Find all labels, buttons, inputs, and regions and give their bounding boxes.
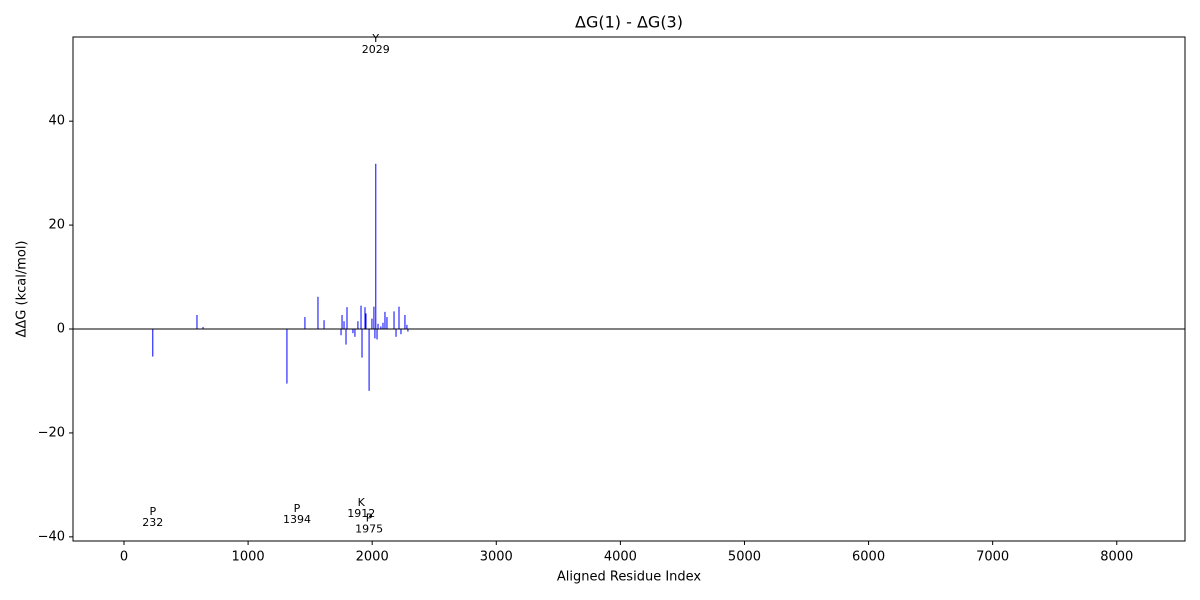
bar bbox=[371, 318, 373, 330]
x-tick-label: 1000 bbox=[232, 550, 265, 565]
y-axis-label: ΔΔG (kcal/mol) bbox=[15, 241, 30, 338]
bar bbox=[400, 329, 402, 335]
bar bbox=[346, 307, 348, 330]
bar bbox=[345, 329, 347, 345]
annotation: Y bbox=[371, 32, 379, 45]
bar bbox=[196, 314, 198, 330]
bar bbox=[393, 311, 395, 330]
bar bbox=[364, 307, 366, 330]
bar bbox=[380, 326, 382, 330]
bar bbox=[395, 329, 397, 337]
bar bbox=[341, 314, 343, 330]
bar bbox=[406, 324, 408, 330]
y-tick-label: −20 bbox=[38, 425, 65, 440]
bar bbox=[377, 323, 379, 330]
bar bbox=[374, 329, 376, 339]
bar bbox=[354, 329, 356, 337]
bar bbox=[407, 329, 409, 332]
bar bbox=[323, 320, 325, 330]
x-tick-label: 5000 bbox=[728, 550, 761, 565]
bar bbox=[386, 317, 388, 330]
bar bbox=[343, 321, 345, 330]
y-tick-label: 40 bbox=[48, 114, 65, 129]
annotation: 232 bbox=[142, 516, 163, 529]
bar bbox=[373, 306, 375, 330]
bar bbox=[384, 311, 386, 330]
x-tick-label: 3000 bbox=[480, 550, 513, 565]
bar bbox=[365, 313, 367, 330]
bar bbox=[340, 329, 342, 336]
chart-title: ΔG(1) - ΔG(3) bbox=[575, 13, 683, 32]
annotation: K bbox=[358, 496, 366, 509]
annotation: 2029 bbox=[362, 43, 390, 56]
bar bbox=[398, 306, 400, 330]
annotation: 1394 bbox=[283, 513, 311, 526]
y-tick-label: 20 bbox=[48, 218, 65, 233]
bar bbox=[357, 321, 359, 330]
bar bbox=[376, 329, 378, 340]
x-axis-label: Aligned Residue Index bbox=[557, 570, 702, 585]
x-tick-label: 0 bbox=[120, 550, 128, 565]
x-tick-label: 2000 bbox=[356, 550, 389, 565]
bar bbox=[304, 317, 306, 330]
y-tick-label: 0 bbox=[57, 322, 65, 337]
bar bbox=[404, 314, 406, 330]
annotation: 1975 bbox=[355, 523, 383, 536]
bar bbox=[382, 322, 384, 330]
annotation: P bbox=[294, 502, 301, 515]
annotation: 1912 bbox=[347, 507, 375, 520]
x-tick-label: 6000 bbox=[852, 550, 885, 565]
bar bbox=[375, 163, 377, 330]
bar bbox=[202, 326, 204, 330]
annotation: P bbox=[149, 505, 156, 518]
bar bbox=[368, 329, 370, 391]
y-tick-label: −40 bbox=[38, 529, 65, 544]
x-tick-label: 7000 bbox=[976, 550, 1009, 565]
bar bbox=[152, 329, 154, 357]
annotation: P bbox=[366, 512, 373, 525]
plot-frame bbox=[72, 36, 1186, 542]
bar bbox=[317, 296, 319, 330]
bar bbox=[286, 329, 288, 384]
bar bbox=[361, 329, 363, 358]
x-tick-label: 8000 bbox=[1100, 550, 1133, 565]
x-tick-label: 4000 bbox=[604, 550, 637, 565]
bar bbox=[360, 305, 362, 330]
bar bbox=[352, 329, 354, 334]
